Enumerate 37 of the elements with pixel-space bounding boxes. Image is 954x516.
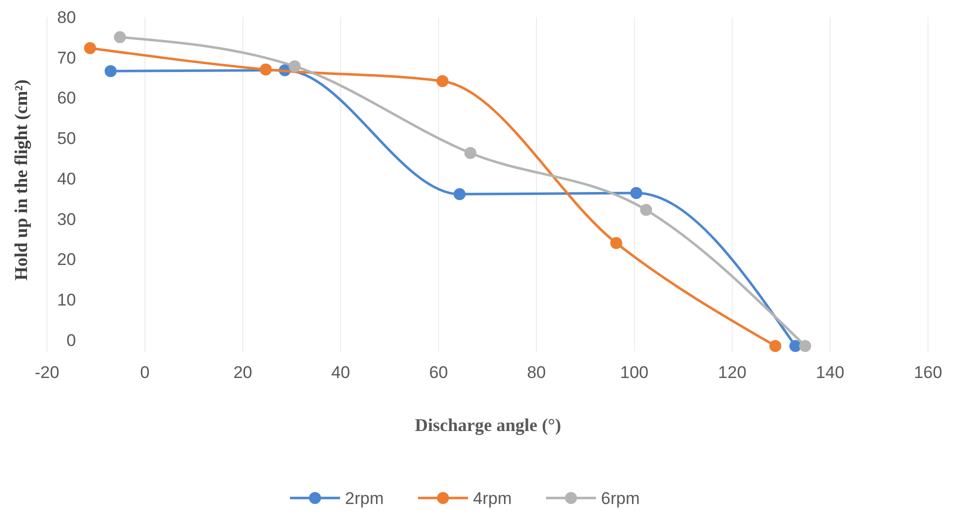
x-tick-label: 20 [233, 363, 252, 382]
legend-label: 6rpm [601, 488, 640, 508]
y-axis-title: Hold up in the flight (cm²) [11, 80, 31, 280]
y-tick-label: 10 [57, 290, 76, 310]
point [114, 31, 126, 44]
point [769, 340, 782, 352]
x-tick-label: 0 [140, 363, 150, 382]
y-tick-label: 20 [57, 250, 76, 270]
legend-label: 4rpm [473, 488, 512, 508]
point [84, 42, 96, 54]
y-tick-label: 0 [66, 330, 76, 350]
y-tick-label: 40 [57, 169, 76, 188]
point [288, 60, 301, 72]
point [464, 147, 476, 160]
point [640, 204, 652, 216]
point [104, 65, 117, 78]
x-tick-label: -20 [34, 363, 60, 382]
x-tick-label: 60 [429, 363, 448, 382]
y-tick-label: 70 [57, 48, 76, 68]
x-axis-title: Discharge angle (°) [414, 415, 562, 435]
x-tick-label: 40 [331, 363, 350, 382]
point [436, 75, 448, 88]
point [630, 186, 642, 199]
x-tick-label: 100 [620, 363, 649, 382]
y-tick-label: 50 [57, 129, 76, 148]
x-tick-label: 140 [816, 363, 844, 382]
x-tick-label: 80 [526, 363, 546, 382]
point [799, 340, 812, 352]
point [454, 188, 466, 200]
point [610, 237, 622, 250]
point [260, 63, 272, 76]
y-tick-label: 80 [57, 8, 76, 27]
y-tick-label: 60 [57, 88, 76, 108]
legend-label: 2rpm [345, 488, 384, 508]
y-tick-label: 30 [57, 210, 76, 229]
x-tick-label: 120 [718, 363, 746, 382]
x-tick-label: 160 [914, 363, 942, 382]
